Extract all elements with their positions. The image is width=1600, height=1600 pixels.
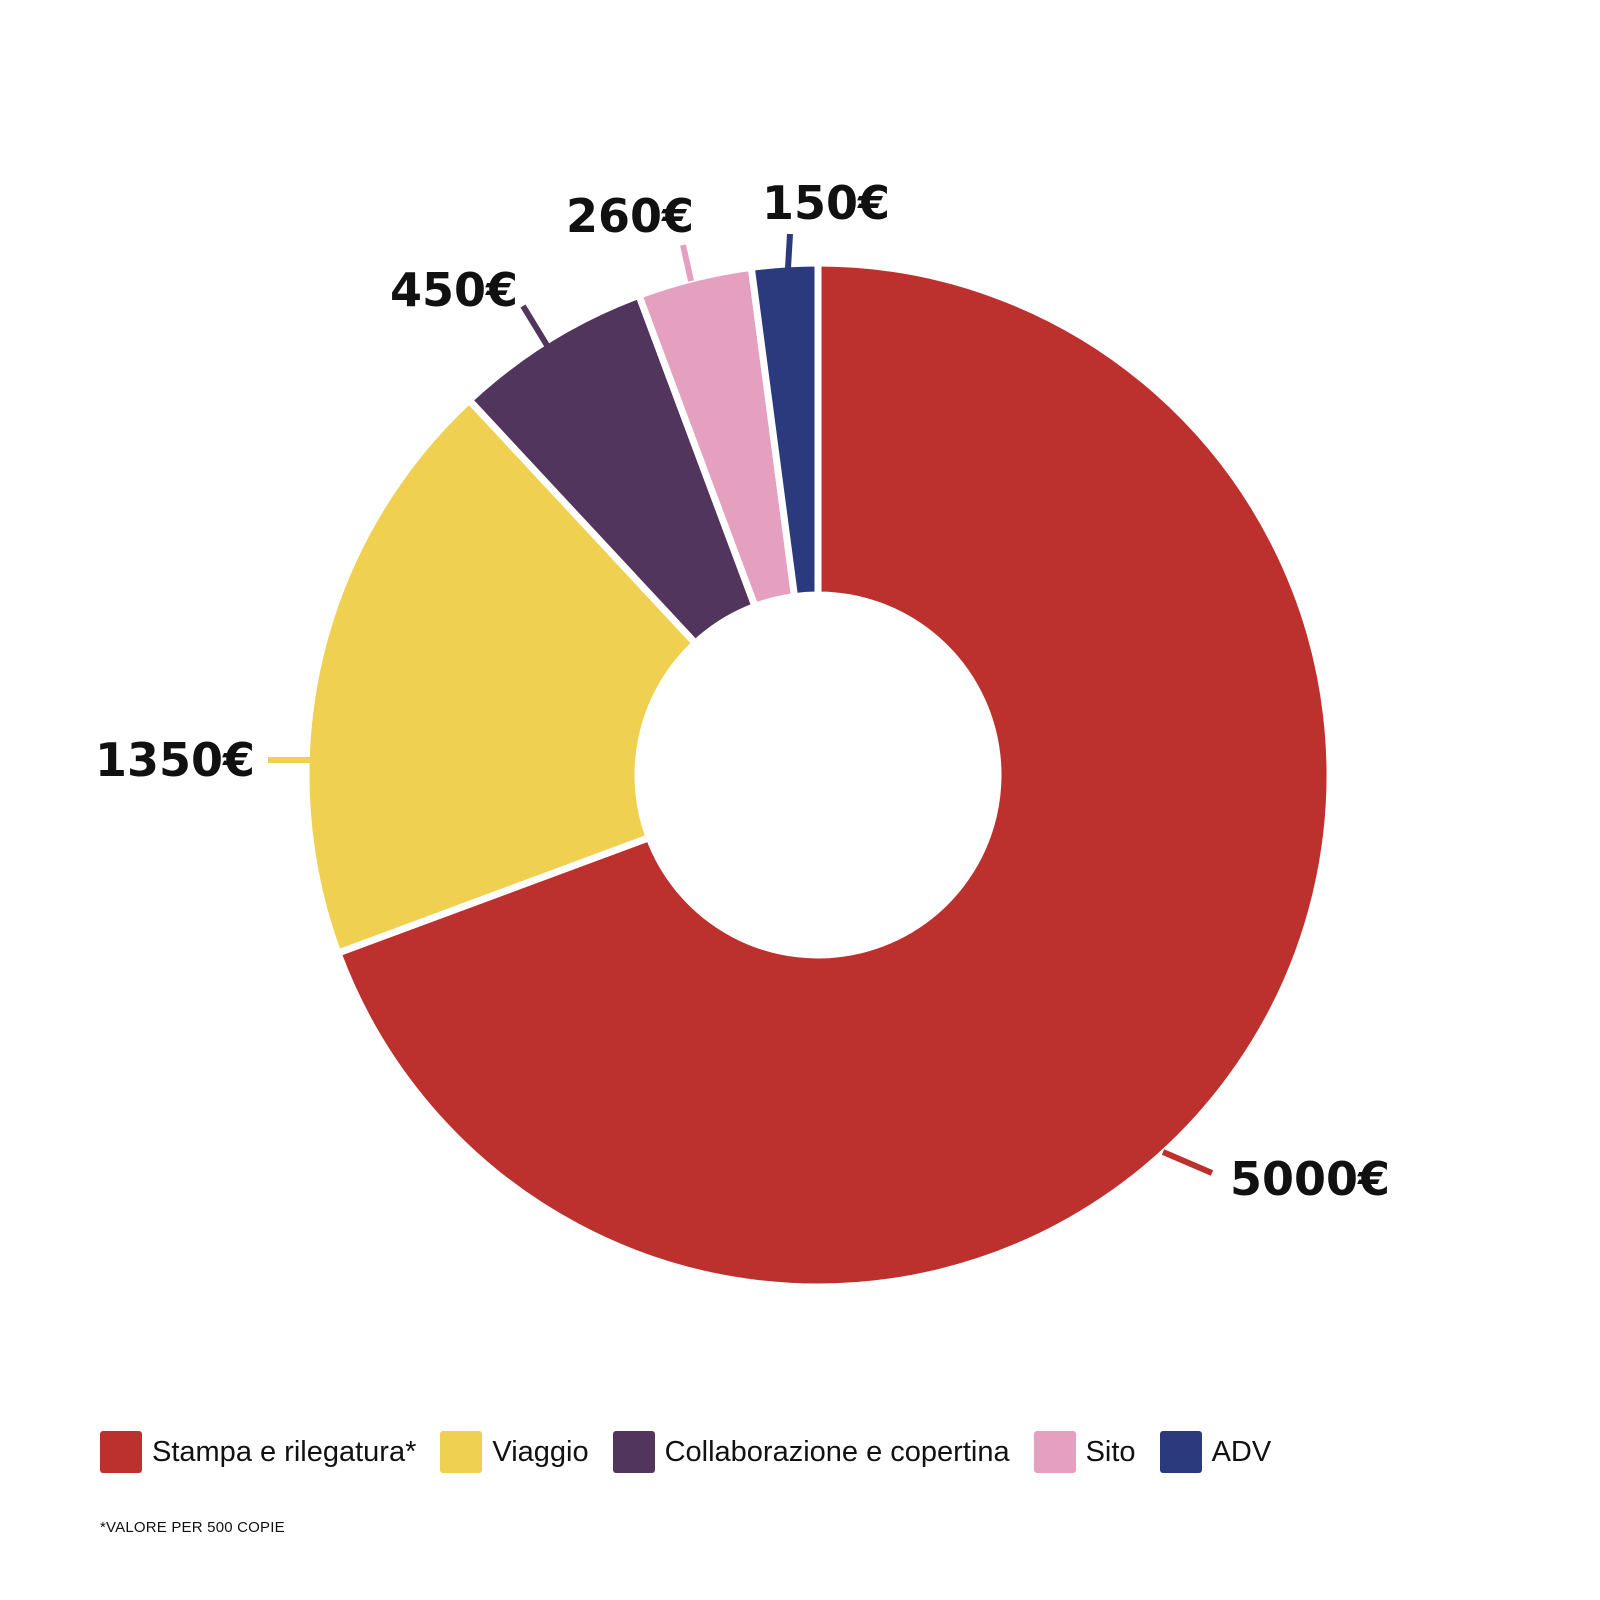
legend-swatch-adv <box>1159 1431 1202 1473</box>
value-label-sito: 260€ <box>566 189 694 243</box>
legend-label-viaggio: Viaggio <box>492 1435 589 1468</box>
value-label-collaborazione: 450€ <box>390 263 518 317</box>
value-label-viaggio: 1350€ <box>95 733 255 787</box>
legend-swatch-collaborazione <box>612 1431 655 1473</box>
leader-line-stampa <box>1161 1149 1214 1176</box>
legend-item-sito: Sito <box>1033 1431 1136 1473</box>
legend-swatch-stampa <box>100 1431 142 1473</box>
legend-swatch-viaggio <box>440 1431 483 1473</box>
legend-label-sito: Sito <box>1085 1435 1136 1468</box>
footnote: *VALORE PER 500 COPIE <box>100 1519 285 1536</box>
value-label-stampa: 5000€ <box>1230 1152 1390 1206</box>
leader-line-collaborazione <box>520 304 551 349</box>
slice-stampa <box>333 259 1334 1291</box>
leader-line-adv <box>785 233 793 269</box>
legend-item-stampa: Stampa e rilegatura* <box>100 1431 416 1473</box>
value-label-adv: 150€ <box>762 176 890 230</box>
legend-swatch-sito <box>1033 1431 1076 1473</box>
legend-item-collaborazione: Collaborazione e copertina <box>612 1431 1010 1473</box>
legend: Stampa e rilegatura* Viaggio Collaborazi… <box>100 1431 1295 1473</box>
leader-line-sito <box>680 244 694 282</box>
legend-label-stampa: Stampa e rilegatura* <box>152 1435 417 1468</box>
legend-item-adv: ADV <box>1159 1431 1272 1473</box>
slice-adv <box>747 259 822 601</box>
slice-viaggio <box>302 395 701 958</box>
legend-label-collaborazione: Collaborazione e copertina <box>664 1435 1010 1468</box>
legend-label-adv: ADV <box>1211 1435 1272 1468</box>
legend-item-viaggio: Viaggio <box>440 1431 589 1473</box>
